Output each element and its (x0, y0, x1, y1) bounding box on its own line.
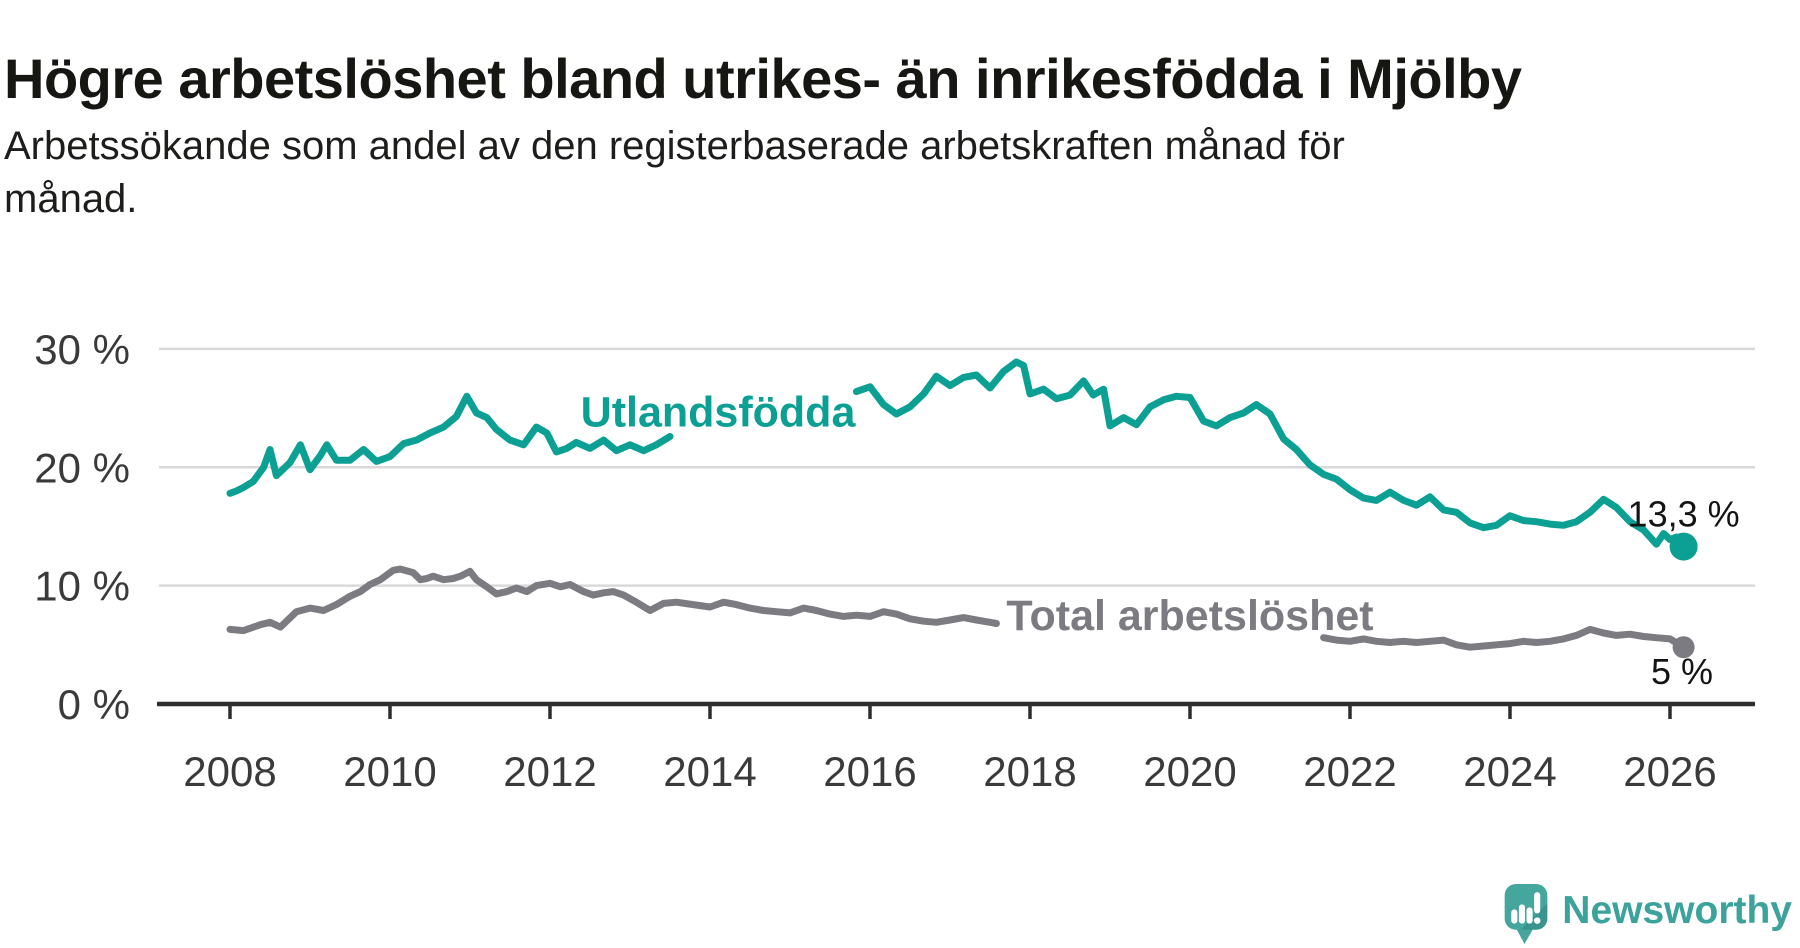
series-line-utlandsfodda-segment-1 (226, 392, 674, 497)
x-tick-label-2016: 2016 (823, 748, 916, 795)
annotation-total-arbetsloshet-latest-value: 5 % (1651, 651, 1713, 692)
newsworthy-logo: Newsworthy (1503, 883, 1792, 946)
series-utlandsfodda: Utlandsfödda 13,3 % (226, 358, 1740, 561)
logo-bar-chart-glyph (1511, 892, 1541, 924)
gridlines (159, 347, 1755, 587)
x-tick-label-2022: 2022 (1303, 748, 1396, 795)
series-total-arbetsloshet: Total arbetslöshet 5 % (226, 565, 1713, 692)
series-line-utlandsfodda-segment-2 (852, 358, 1688, 551)
page-subtitle-line-1: Arbetssökande som andel av den registerb… (4, 124, 1345, 168)
series-label-utlandsfodda: Utlandsfödda (581, 389, 857, 437)
page-subtitle: Arbetssökande som andel av den registerb… (4, 120, 1345, 226)
end-dot-utlandsfodda (1669, 532, 1698, 561)
x-tick-label-2026: 2026 (1623, 748, 1716, 795)
series-line-total-arbetsloshet-segment-1 (226, 565, 1000, 635)
y-axis-labels: 0 % 10 % 20 % 30 % (34, 326, 130, 728)
x-tick-label-2010: 2010 (343, 748, 436, 795)
series-line-total-arbetsloshet-segment-2 (1320, 625, 1688, 651)
end-dot-total-arbetsloshet (1672, 636, 1695, 659)
x-axis-labels: 2008 2010 2012 2014 2016 2018 2020 2022 2024 2026 (183, 748, 1716, 795)
x-tick-label-2018: 2018 (983, 748, 1076, 795)
page-subtitle-line-2: månad. (4, 177, 138, 221)
series-label-total-arbetsloshet: Total arbetslöshet (1006, 592, 1373, 640)
x-tick-label-2024: 2024 (1463, 748, 1556, 795)
x-tick-label-2014: 2014 (663, 748, 756, 795)
y-tick-label-0: 0 % (58, 681, 130, 728)
page-title: Högre arbetslöshet bland utrikes- än inr… (4, 46, 1522, 110)
annotation-utlandsfodda-latest-value: 13,3 % (1628, 494, 1740, 535)
y-tick-label-10: 10 % (34, 563, 130, 610)
y-tick-label-20: 20 % (34, 444, 130, 491)
x-tick-label-2012: 2012 (503, 748, 596, 795)
x-axis (157, 701, 1755, 719)
newsworthy-speech-bubble-chart-icon (1504, 884, 1548, 944)
y-tick-label-30: 30 % (34, 326, 130, 373)
x-tick-label-2008: 2008 (183, 748, 276, 795)
x-tick-label-2020: 2020 (1143, 748, 1236, 795)
newsworthy-wordmark: Newsworthy (1562, 888, 1792, 932)
